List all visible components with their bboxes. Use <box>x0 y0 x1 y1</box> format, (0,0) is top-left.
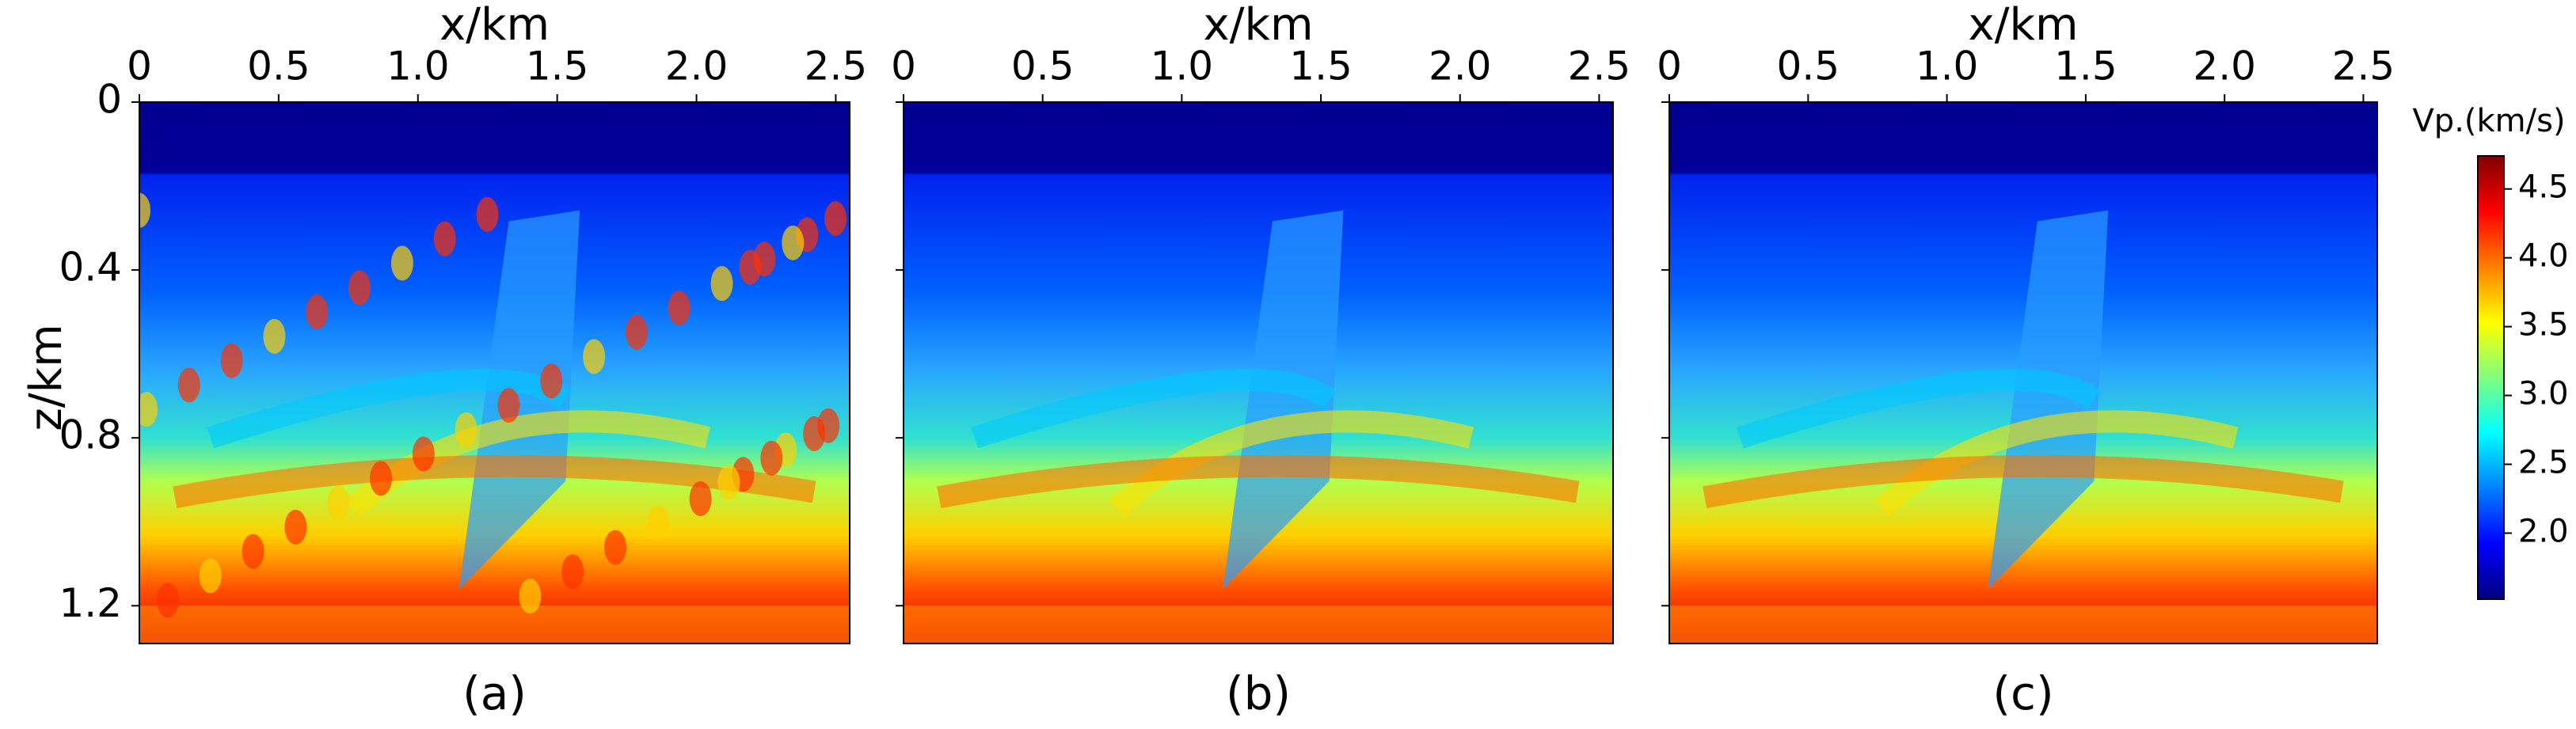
noise-blob <box>782 225 805 260</box>
heatmap-image <box>1669 102 2377 644</box>
layer <box>1737 368 2101 449</box>
colorbar-tick-label: 2.0 <box>2518 514 2569 550</box>
deep-layer <box>904 606 1613 644</box>
x-tick-label: 0.5 <box>1777 44 1840 89</box>
x-tick-label: 2.0 <box>2193 44 2256 89</box>
x-tick-label: 1.5 <box>2054 44 2117 89</box>
x-tick-label: 1.0 <box>1916 44 1979 89</box>
y-tick-label: 0.4 <box>59 245 122 290</box>
colorbar-tick-label: 3.5 <box>2518 307 2569 344</box>
noise-blob <box>476 196 499 232</box>
noise-blob <box>668 290 691 325</box>
y-axis-label: z/km <box>21 324 72 431</box>
salt-body <box>1223 210 1344 590</box>
x-tick-label: 0.5 <box>247 44 310 89</box>
noise-blob <box>390 245 413 281</box>
y-tick-label: 1.2 <box>59 580 122 626</box>
noise-blob <box>824 201 847 237</box>
noise-blob <box>561 554 584 590</box>
x-tick-label: 0 <box>891 44 916 89</box>
x-tick-label: 1.0 <box>386 44 450 89</box>
noise-blob <box>497 388 520 423</box>
noise-blob <box>327 485 350 521</box>
x-tick-label: 1.5 <box>1289 44 1353 89</box>
heatmap-image <box>904 102 1613 644</box>
colorbar-tick-label: 4.0 <box>2518 238 2569 275</box>
x-tick-label: 2.5 <box>805 44 868 89</box>
noise-blob <box>739 249 762 285</box>
x-axis-label: x/km <box>1204 0 1314 51</box>
x-tick-label: 0 <box>1657 44 1682 89</box>
frame <box>139 101 850 644</box>
colorbar-label: Vp.(km/s) <box>2412 103 2565 139</box>
deep-layer <box>139 606 850 644</box>
noise-blob <box>199 558 222 594</box>
salt-body <box>1988 210 2109 590</box>
noise-blob <box>369 461 392 496</box>
colorbar-tick-label: 2.5 <box>2518 445 2569 481</box>
frame <box>1669 101 2378 644</box>
noise-blob <box>220 343 243 378</box>
noise-blob <box>284 509 307 545</box>
colorbar-tick-label: 3.0 <box>2518 376 2569 412</box>
caption: (c) <box>1992 666 2053 720</box>
frame <box>903 101 1614 644</box>
noise-blob <box>710 266 733 302</box>
noise-blob <box>348 270 371 306</box>
y-tick-label: 0 <box>97 77 122 123</box>
x-tick-label: 0.5 <box>1011 44 1075 89</box>
x-axis-label: x/km <box>439 0 550 51</box>
x-tick-label: 2.5 <box>2332 44 2395 89</box>
noise-blob <box>689 481 712 517</box>
salt-body <box>459 210 580 590</box>
noise-blob <box>540 363 563 399</box>
noise-blob <box>412 436 435 472</box>
layer <box>971 368 1337 449</box>
caption: (b) <box>1226 666 1291 720</box>
noise-blob <box>139 192 150 228</box>
noise-blob <box>625 314 648 350</box>
layer <box>937 454 1580 509</box>
noise-blob <box>583 339 606 374</box>
deep-layer <box>1669 606 2377 644</box>
colorbar-tick-label: 4.5 <box>2518 169 2569 206</box>
noise-blob <box>263 318 286 354</box>
noise-blob <box>242 533 264 569</box>
layer <box>1703 454 2344 509</box>
noise-blob <box>717 465 740 500</box>
x-tick-label: 2.0 <box>1429 44 1492 89</box>
noise-blob <box>646 505 669 541</box>
x-axis-label: x/km <box>1969 0 2079 51</box>
y-tick-label: 0.8 <box>59 412 122 458</box>
noise-blob <box>519 579 542 614</box>
x-tick-label: 1.0 <box>1151 44 1214 89</box>
x-tick-label: 0 <box>127 44 152 89</box>
x-tick-label: 1.5 <box>526 44 589 89</box>
noise-blob <box>306 294 329 330</box>
caption: (a) <box>462 666 527 720</box>
noise-blob <box>156 583 179 618</box>
noise-blob <box>433 221 456 256</box>
x-tick-label: 2.5 <box>1568 44 1631 89</box>
noise-blob <box>803 416 826 451</box>
noise-blob <box>177 367 200 403</box>
colorbar <box>2477 155 2505 600</box>
noise-blob <box>760 440 783 476</box>
noise-blob <box>603 530 626 565</box>
noise-blob <box>139 392 158 427</box>
x-tick-label: 2.0 <box>665 44 729 89</box>
noise-blob <box>455 412 478 447</box>
heatmap-image <box>139 102 850 644</box>
